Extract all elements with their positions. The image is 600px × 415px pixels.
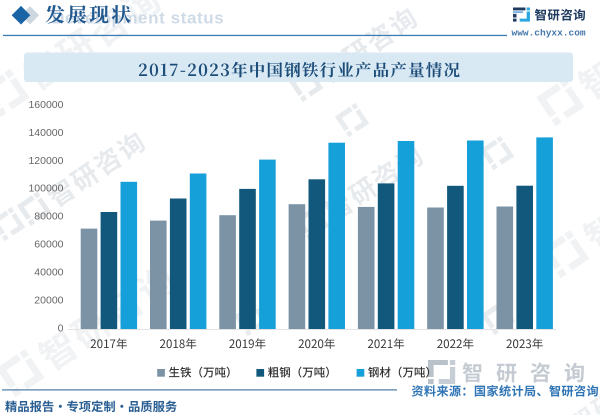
svg-text:www.chyxx.com: www.chyxx.com: [512, 28, 586, 39]
svg-text:160000: 160000: [28, 99, 63, 111]
svg-text:120000: 120000: [28, 155, 63, 167]
svg-text:100000: 100000: [28, 183, 63, 195]
svg-text:20000: 20000: [34, 294, 63, 306]
svg-text:80000: 80000: [34, 211, 63, 223]
svg-text:140000: 140000: [28, 127, 63, 139]
svg-text:40000: 40000: [34, 267, 63, 279]
svg-text:60000: 60000: [34, 239, 63, 251]
svg-text:Development status: Development status: [52, 9, 224, 28]
svg-text:0: 0: [58, 322, 64, 334]
